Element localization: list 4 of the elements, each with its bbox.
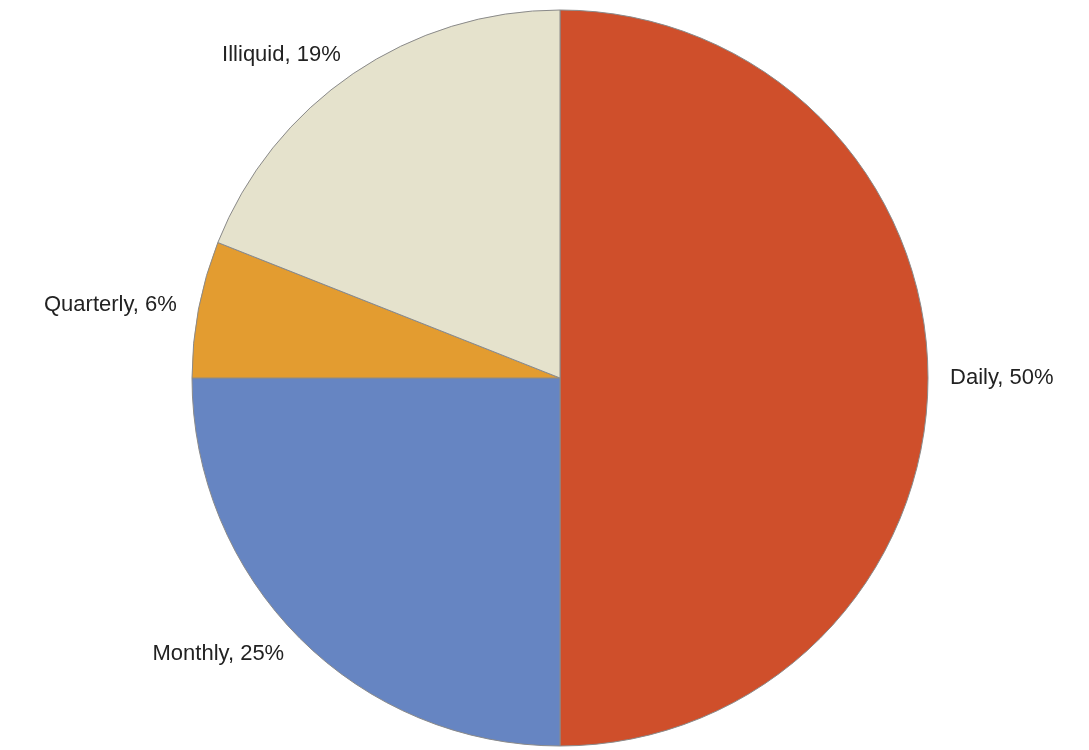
slice-label: Quarterly, 6% — [43, 290, 177, 316]
slice-label: Illiquid, 19% — [222, 41, 341, 67]
slice-label: Daily, 50% — [950, 363, 1054, 389]
slice-label: Monthly, 25% — [152, 639, 285, 665]
